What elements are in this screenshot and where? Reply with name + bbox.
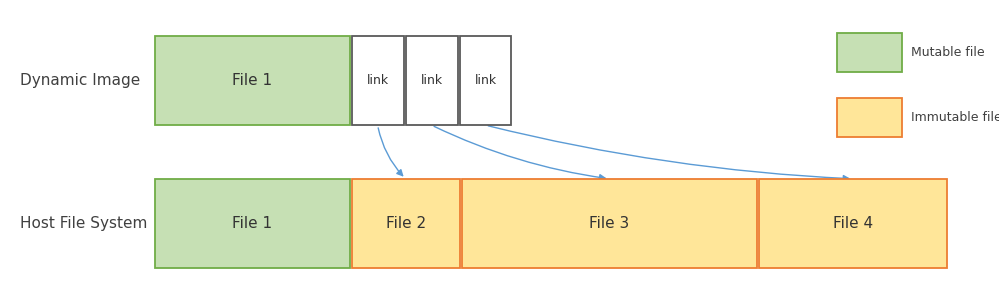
Text: Host File System: Host File System <box>20 216 148 231</box>
FancyBboxPatch shape <box>406 36 458 125</box>
FancyBboxPatch shape <box>837 33 902 72</box>
FancyBboxPatch shape <box>460 36 511 125</box>
FancyBboxPatch shape <box>837 98 902 137</box>
Text: File 3: File 3 <box>589 216 629 231</box>
FancyBboxPatch shape <box>155 36 350 125</box>
FancyBboxPatch shape <box>352 179 460 268</box>
Text: File 1: File 1 <box>232 216 273 231</box>
Text: Mutable file: Mutable file <box>911 46 985 59</box>
FancyBboxPatch shape <box>759 179 947 268</box>
FancyBboxPatch shape <box>352 36 404 125</box>
Text: link: link <box>421 74 443 87</box>
Text: link: link <box>367 74 389 87</box>
FancyBboxPatch shape <box>155 179 350 268</box>
Text: File 4: File 4 <box>833 216 873 231</box>
FancyBboxPatch shape <box>462 179 757 268</box>
Text: Dynamic Image: Dynamic Image <box>20 73 140 88</box>
Text: Immutable file: Immutable file <box>911 111 999 124</box>
Text: link: link <box>475 74 497 87</box>
Text: File 1: File 1 <box>232 73 273 88</box>
Text: File 2: File 2 <box>386 216 426 231</box>
